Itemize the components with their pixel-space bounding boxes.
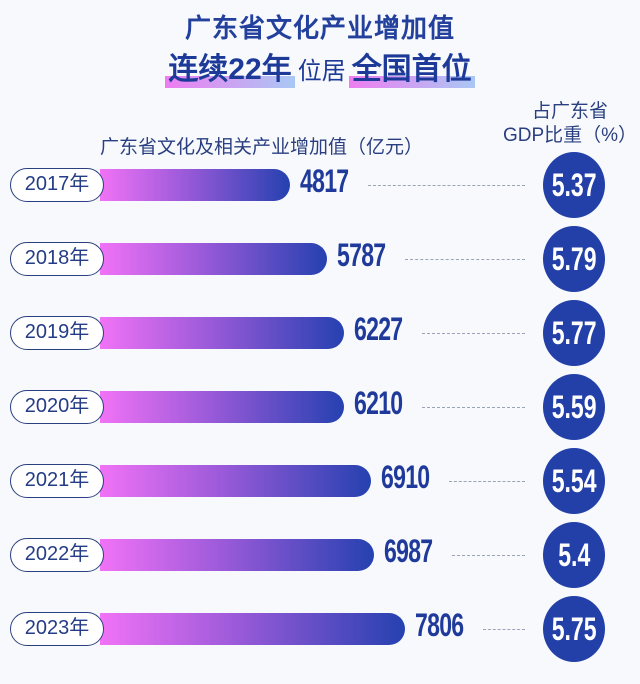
value-bar [100,465,371,497]
chart-title: 广东省文化产业增加值 [184,13,455,43]
pct-circle: 5.4 [543,522,605,588]
chart-row: 2019年 6227 5.77 [0,300,640,366]
pct-label: 5.77 [551,315,597,351]
value-label: 5787 [337,237,386,273]
chart-row: 2022年 6987 5.4 [0,522,640,588]
pct-label: 5.37 [551,167,597,203]
pct-circle: 5.59 [543,374,605,440]
leader-line [368,185,525,186]
chart-row: 2023年 7806 5.75 [0,596,640,662]
pct-label-line1: 占广东省 [531,101,608,122]
value-axis-label: 广东省文化及相关产业增加值（亿元） [100,137,424,158]
leader-line [405,259,525,260]
leader-line [448,481,525,482]
chart-row: 2021年 6910 5.54 [0,448,640,514]
value-label: 4817 [300,163,349,199]
leader-line [422,333,525,334]
chart-subtitle: 连续22年 位居 全国首位 [0,44,640,88]
pct-circle: 5.79 [543,226,605,292]
value-bar [100,539,374,571]
chart-row: 2018年 5787 5.79 [0,226,640,292]
pct-label-line2: GDP比重（%） [502,125,638,146]
value-label: 7806 [415,607,464,643]
year-label: 2017年 [10,168,104,202]
value-bar [100,169,291,201]
year-label: 2019年 [10,316,104,350]
highlight-years: 连续22年 [165,44,296,88]
value-bar [100,391,344,423]
value-label: 6227 [354,311,403,347]
value-label: 6910 [380,459,430,495]
highlight-rank: 全国首位 [348,44,475,88]
pct-label: 5.79 [551,241,597,277]
pct-axis-label: 占广东省 GDP比重（%） [500,100,640,148]
pct-label: 5.54 [551,463,597,499]
year-label: 2020年 [10,390,104,424]
pct-label: 5.75 [551,611,597,647]
leader-line [451,555,525,556]
year-label: 2021年 [10,464,104,498]
year-label: 2023年 [10,612,104,646]
year-label: 2018年 [10,242,104,276]
pct-circle: 5.77 [543,300,605,366]
pct-circle: 5.54 [543,448,605,514]
value-bar [100,317,345,349]
chart-row: 2017年 4817 5.37 [0,152,640,218]
subtitle-mid: 位居 [297,58,346,85]
value-label: 6210 [353,385,403,421]
chart-row: 2020年 6210 5.59 [0,374,640,440]
pct-label: 5.4 [557,537,591,573]
pct-circle: 5.37 [543,152,605,218]
pct-label: 5.59 [551,389,597,425]
leader-line [421,407,525,408]
pct-circle: 5.75 [543,596,605,662]
value-label: 6987 [383,533,433,569]
value-bar [100,613,405,645]
year-label: 2022年 [10,538,104,572]
leader-line [483,629,525,630]
value-bar [100,243,328,275]
